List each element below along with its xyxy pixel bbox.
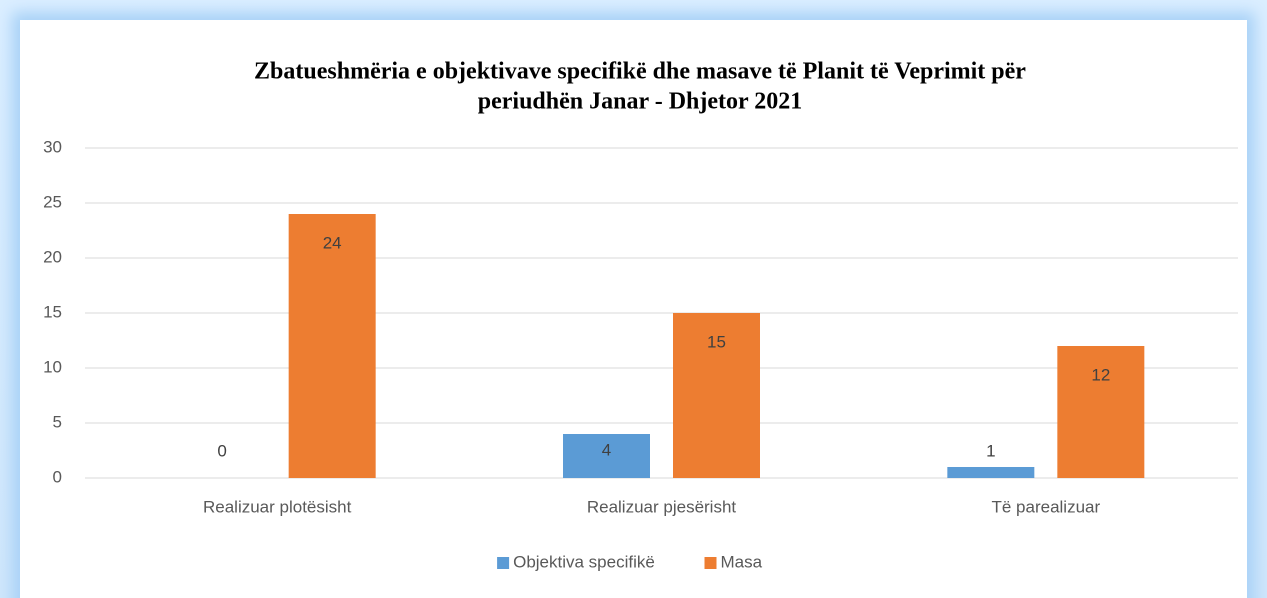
bar	[288, 214, 376, 478]
legend-label: Masa	[721, 552, 763, 571]
y-tick-label: 15	[43, 302, 62, 321]
chart-panel	[20, 20, 1247, 598]
data-label: 12	[1091, 365, 1110, 384]
data-label: 4	[602, 440, 611, 459]
bar	[673, 313, 760, 478]
y-tick-label: 0	[53, 467, 62, 486]
x-tick-label: Realizuar pjesërisht	[587, 497, 737, 516]
data-label: 0	[217, 441, 226, 460]
y-tick-label: 5	[53, 412, 62, 431]
chart-title: Zbatueshmëria e objektivave specifikë dh…	[254, 59, 1026, 85]
bar	[1057, 346, 1145, 478]
data-label: 15	[707, 332, 726, 351]
data-label: 24	[323, 233, 342, 252]
y-tick-label: 10	[43, 357, 62, 376]
y-tick-label: 25	[43, 192, 62, 211]
x-tick-label: Të parealizuar	[991, 497, 1100, 516]
chart-title: periudhën Janar - Dhjetor 2021	[478, 89, 802, 115]
data-label: 1	[986, 441, 995, 460]
y-tick-label: 20	[43, 247, 62, 266]
y-tick-label: 30	[43, 137, 62, 156]
legend-swatch	[497, 557, 510, 569]
legend-label: Objektiva specifikë	[513, 552, 655, 571]
x-tick-label: Realizuar plotësisht	[203, 497, 352, 516]
bar	[563, 434, 650, 478]
legend-swatch	[704, 557, 717, 569]
bar	[947, 467, 1035, 478]
